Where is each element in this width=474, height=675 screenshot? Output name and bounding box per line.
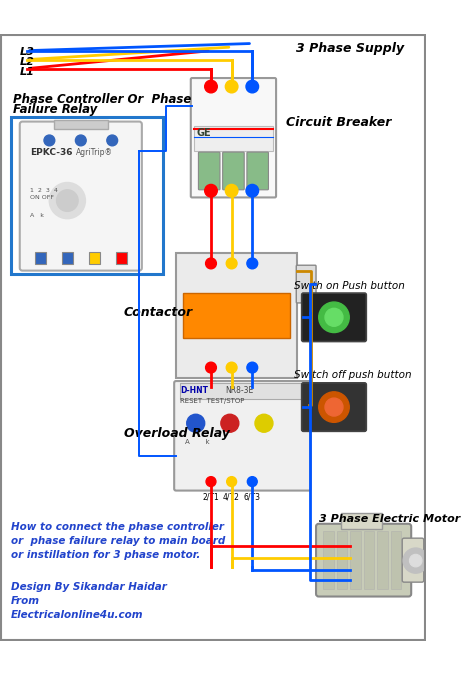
Text: 4/T2: 4/T2	[223, 493, 239, 502]
Circle shape	[206, 258, 216, 269]
Text: D-HNT: D-HNT	[181, 385, 209, 394]
Text: 3 Phase Supply: 3 Phase Supply	[296, 43, 404, 55]
Text: 2/T1: 2/T1	[202, 493, 219, 502]
Circle shape	[206, 362, 216, 373]
FancyBboxPatch shape	[296, 265, 316, 303]
Bar	[35, 252, 46, 265]
Text: NR8-3E: NR8-3E	[225, 385, 254, 394]
Bar	[116, 252, 127, 265]
Circle shape	[221, 414, 239, 432]
Text: Design By Sikandar Haidar
From
Electricalonline4u.com: Design By Sikandar Haidar From Electrica…	[11, 582, 167, 620]
Text: Overload Relay: Overload Relay	[124, 427, 230, 439]
Text: RESET  TEST/STOP: RESET TEST/STOP	[181, 398, 245, 404]
Circle shape	[247, 258, 258, 269]
Bar	[183, 293, 290, 338]
Circle shape	[107, 135, 118, 146]
Bar	[391, 531, 401, 589]
Bar	[62, 252, 73, 265]
Circle shape	[255, 414, 273, 432]
Bar	[176, 252, 297, 379]
Text: AgriTrip®: AgriTrip®	[76, 148, 113, 157]
Text: L3: L3	[20, 47, 35, 57]
Circle shape	[44, 135, 55, 146]
Circle shape	[247, 362, 258, 373]
Circle shape	[227, 477, 237, 487]
FancyBboxPatch shape	[191, 78, 276, 198]
Circle shape	[226, 362, 237, 373]
FancyBboxPatch shape	[301, 293, 366, 342]
Circle shape	[403, 548, 428, 573]
FancyBboxPatch shape	[402, 538, 424, 582]
Circle shape	[325, 308, 343, 326]
Circle shape	[205, 80, 217, 93]
Text: How to connect the phase controller
or  phase failure relay to main board
or ins: How to connect the phase controller or p…	[11, 522, 225, 560]
FancyBboxPatch shape	[174, 381, 310, 491]
Circle shape	[319, 392, 349, 423]
Circle shape	[225, 184, 238, 197]
Bar	[54, 119, 108, 129]
FancyBboxPatch shape	[199, 152, 220, 190]
Text: 3 Phase Electric Motor: 3 Phase Electric Motor	[319, 514, 460, 524]
Circle shape	[225, 80, 238, 93]
Bar	[364, 531, 374, 589]
Circle shape	[226, 258, 237, 269]
FancyBboxPatch shape	[301, 383, 366, 431]
Bar	[422, 556, 442, 566]
Text: 1  2  3  4: 1 2 3 4	[30, 188, 57, 192]
Circle shape	[247, 477, 257, 487]
FancyBboxPatch shape	[20, 122, 142, 271]
Bar	[89, 252, 100, 265]
Text: Failure Relay: Failure Relay	[13, 103, 97, 117]
Text: A       k: A k	[185, 439, 210, 445]
Text: Circuit Breaker: Circuit Breaker	[285, 116, 391, 129]
Circle shape	[246, 184, 259, 197]
Bar	[194, 126, 273, 151]
Circle shape	[410, 554, 422, 567]
Text: GE: GE	[197, 128, 211, 138]
Bar	[341, 513, 382, 529]
Text: EPKC-36: EPKC-36	[30, 148, 72, 157]
Circle shape	[205, 184, 217, 197]
Bar	[181, 383, 304, 399]
Bar	[323, 531, 334, 589]
Circle shape	[206, 477, 216, 487]
Text: A   k: A k	[30, 213, 44, 218]
Circle shape	[75, 135, 86, 146]
Text: Switch off push button: Switch off push button	[294, 371, 412, 380]
Text: Swith on Push button: Swith on Push button	[294, 281, 405, 290]
Circle shape	[246, 80, 259, 93]
Text: Contactor: Contactor	[124, 306, 193, 319]
FancyBboxPatch shape	[247, 152, 268, 190]
Bar	[337, 531, 347, 589]
Text: ON OFF: ON OFF	[30, 195, 54, 200]
Text: L2: L2	[20, 57, 35, 68]
Circle shape	[187, 414, 205, 432]
Circle shape	[325, 398, 343, 416]
Circle shape	[56, 190, 78, 211]
FancyBboxPatch shape	[316, 524, 411, 597]
Text: L1: L1	[20, 68, 35, 77]
Bar	[11, 117, 164, 274]
Bar	[377, 531, 388, 589]
Bar	[350, 531, 361, 589]
FancyBboxPatch shape	[223, 152, 244, 190]
Circle shape	[49, 183, 85, 219]
Text: 6/T3: 6/T3	[243, 493, 260, 502]
Text: Phase Controller Or  Phase: Phase Controller Or Phase	[13, 92, 191, 106]
Circle shape	[319, 302, 349, 333]
